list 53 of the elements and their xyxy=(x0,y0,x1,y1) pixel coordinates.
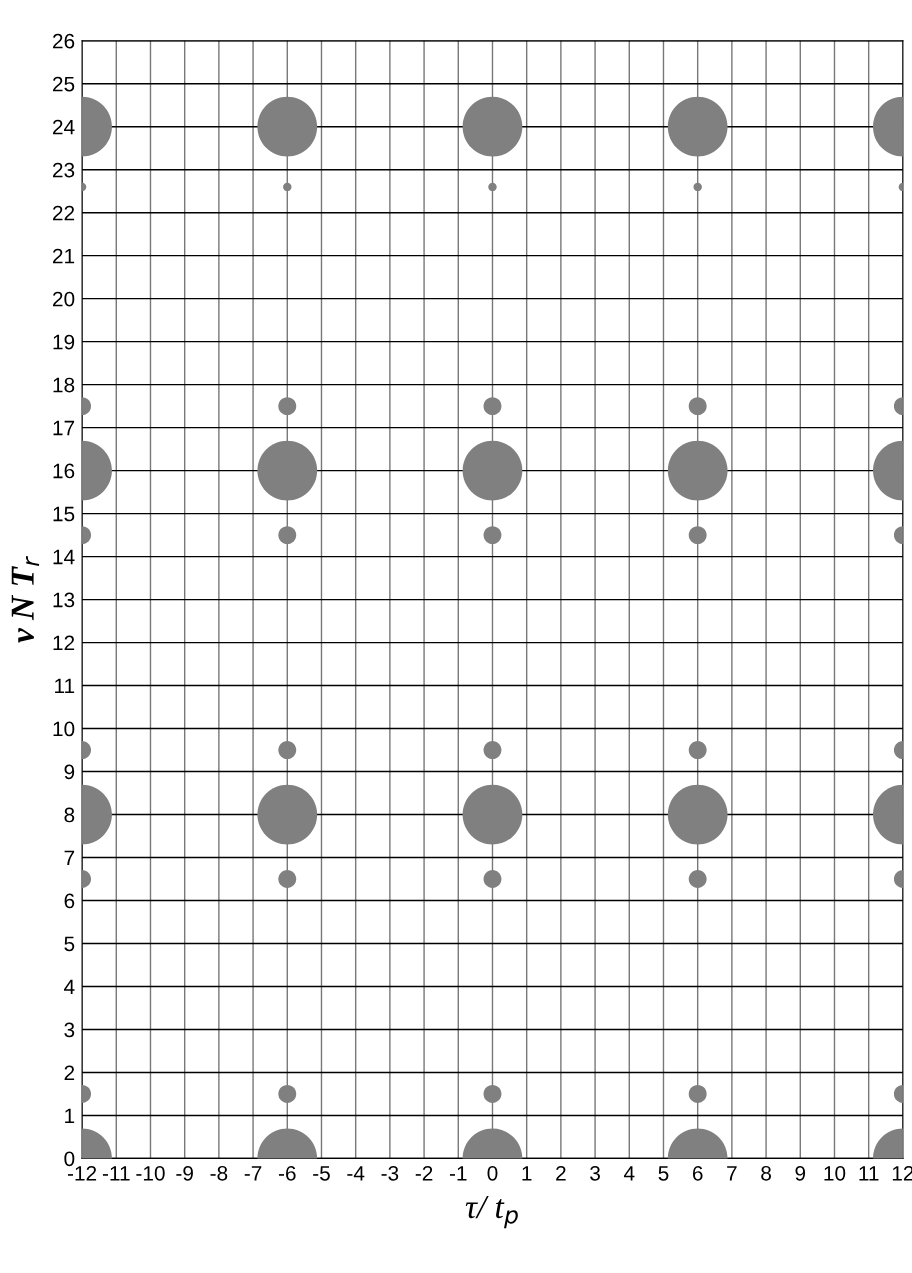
x-tick-label: -3 xyxy=(381,1165,399,1181)
y-tick-label: 26 xyxy=(53,33,75,49)
y-tick-label: 8 xyxy=(64,807,75,823)
y-tick-label: 10 xyxy=(53,721,75,737)
y-tick-label: 1 xyxy=(65,1108,75,1123)
y-tick-label: 21 xyxy=(53,248,75,264)
x-tick-label: -10 xyxy=(136,1165,165,1181)
x-axis-title: τ/ t$_{p}$ xyxy=(465,1195,518,1229)
x-tick-label: 9 xyxy=(795,1165,806,1181)
x-tick-label: -5 xyxy=(313,1166,330,1181)
y-tick-label: 19 xyxy=(53,334,75,350)
y-tick-label: 6 xyxy=(64,893,75,909)
x-tick-label: 10 xyxy=(824,1165,846,1181)
x-tick-label: 1 xyxy=(522,1166,532,1181)
x-tick-label: -2 xyxy=(415,1165,433,1181)
y-tick-label: 23 xyxy=(53,162,75,178)
y-tick-label: 5 xyxy=(64,936,75,952)
x-tick-label: -8 xyxy=(210,1165,228,1181)
y-tick-label: 17 xyxy=(53,420,75,436)
x-tick-label: 3 xyxy=(590,1165,600,1181)
x-tick-label: -1 xyxy=(449,1166,467,1181)
y-tick-label: 13 xyxy=(53,592,75,608)
y-tick-label: 7 xyxy=(64,850,75,866)
y-tick-label: 15 xyxy=(53,506,75,522)
y-tick-label: 24 xyxy=(53,119,75,135)
y-tick-label: 18 xyxy=(53,377,75,393)
y-tick-label: 20 xyxy=(53,291,75,307)
x-tick-label: 6 xyxy=(692,1165,703,1181)
y-tick-label: 11 xyxy=(55,678,75,694)
x-tick-label: 0 xyxy=(487,1165,498,1181)
y-tick-label: 22 xyxy=(53,205,75,221)
x-tick-label: -12 xyxy=(67,1165,97,1181)
x-tick-label: -9 xyxy=(176,1165,193,1181)
x-tick-label: 5 xyxy=(658,1166,669,1181)
y-axis-title: ν N T$_{r}$ xyxy=(11,556,40,643)
x-tick-label: 7 xyxy=(727,1166,737,1181)
x-tick-label: -7 xyxy=(244,1166,262,1181)
y-tick-label: 4 xyxy=(64,979,75,995)
y-tick-label: 12 xyxy=(53,635,75,651)
y-tick-label: 2 xyxy=(64,1065,75,1080)
y-tick-label: 16 xyxy=(53,463,75,479)
x-tick-label: 11 xyxy=(859,1166,879,1181)
y-tick-label: 0 xyxy=(64,1151,75,1167)
x-tick-label: 2 xyxy=(556,1165,566,1181)
y-tick-label: 25 xyxy=(53,76,75,92)
x-tick-label: -11 xyxy=(102,1166,130,1181)
x-tick-label: 8 xyxy=(761,1165,771,1181)
x-tick-label: -4 xyxy=(347,1166,365,1181)
y-tick-label: 3 xyxy=(64,1022,75,1038)
x-tick-label: -6 xyxy=(278,1165,296,1181)
y-tick-label: 9 xyxy=(64,764,75,780)
x-tick-label: 4 xyxy=(623,1166,635,1181)
y-tick-label: 14 xyxy=(53,549,75,565)
